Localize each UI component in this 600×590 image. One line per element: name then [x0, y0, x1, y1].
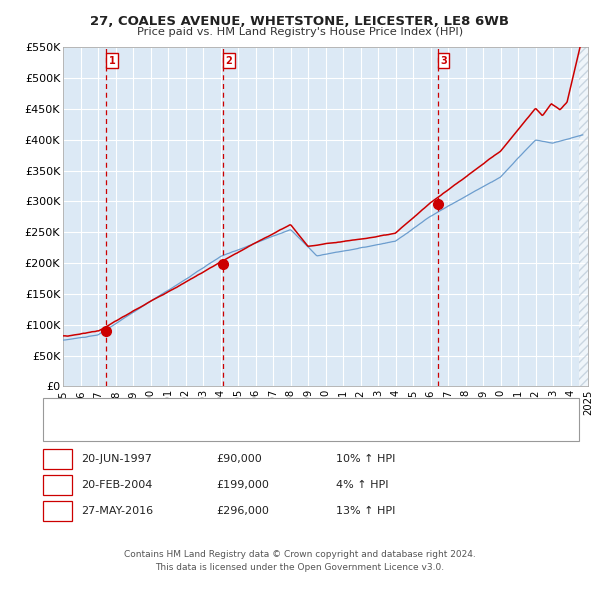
Text: 27-MAY-2016: 27-MAY-2016 — [81, 506, 153, 516]
Text: 1: 1 — [109, 55, 115, 65]
Text: HPI: Average price, detached house, Blaby: HPI: Average price, detached house, Blab… — [96, 424, 308, 434]
Text: Contains HM Land Registry data © Crown copyright and database right 2024.: Contains HM Land Registry data © Crown c… — [124, 550, 476, 559]
Text: 20-FEB-2004: 20-FEB-2004 — [81, 480, 152, 490]
Text: 20-JUN-1997: 20-JUN-1997 — [81, 454, 152, 464]
Text: 10% ↑ HPI: 10% ↑ HPI — [336, 454, 395, 464]
Text: 3: 3 — [54, 506, 61, 516]
Text: 2: 2 — [226, 55, 232, 65]
Text: £90,000: £90,000 — [216, 454, 262, 464]
Text: 13% ↑ HPI: 13% ↑ HPI — [336, 506, 395, 516]
Text: 4% ↑ HPI: 4% ↑ HPI — [336, 480, 389, 490]
Text: 2: 2 — [54, 480, 61, 490]
Text: This data is licensed under the Open Government Licence v3.0.: This data is licensed under the Open Gov… — [155, 563, 445, 572]
Text: 3: 3 — [440, 55, 447, 65]
Text: 1: 1 — [54, 454, 61, 464]
Text: 27, COALES AVENUE, WHETSTONE, LEICESTER, LE8 6WB: 27, COALES AVENUE, WHETSTONE, LEICESTER,… — [91, 15, 509, 28]
Text: £296,000: £296,000 — [216, 506, 269, 516]
Text: Price paid vs. HM Land Registry's House Price Index (HPI): Price paid vs. HM Land Registry's House … — [137, 27, 463, 37]
Bar — [579, 47, 588, 386]
Text: £199,000: £199,000 — [216, 480, 269, 490]
Text: 27, COALES AVENUE, WHETSTONE, LEICESTER, LE8 6WB (detached house): 27, COALES AVENUE, WHETSTONE, LEICESTER,… — [96, 405, 469, 415]
